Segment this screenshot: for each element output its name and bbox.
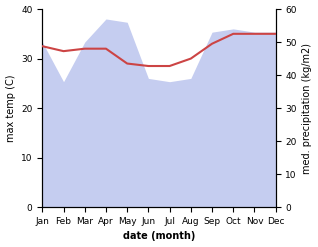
X-axis label: date (month): date (month) [123,231,195,242]
Y-axis label: med. precipitation (kg/m2): med. precipitation (kg/m2) [302,43,313,174]
Y-axis label: max temp (C): max temp (C) [5,74,16,142]
